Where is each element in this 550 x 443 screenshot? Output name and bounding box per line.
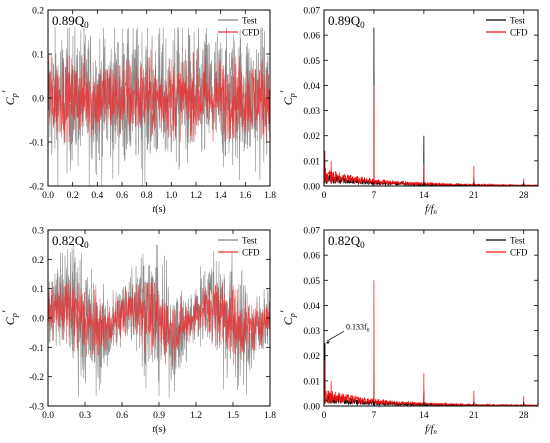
x-tick-label: 0.2 [67, 191, 79, 201]
chart-panel-2: 0 7 14 21 28 0.00 0.01 0.02 0.03 0.04 0.05 0.06 0.07… [277, 7, 539, 216]
y-tick-label: 0.00 [303, 183, 320, 193]
y-tick-label: 0.01 [303, 157, 320, 167]
x-tick-label: 28 [519, 191, 529, 201]
x-axis-label: t(s) [152, 204, 165, 215]
panel-label: 0.89Q0 [328, 13, 365, 30]
x-tick-label: 0 [322, 411, 327, 421]
x-tick-label: 0.6 [116, 191, 128, 201]
y-axis-label: Cp' [0, 310, 19, 325]
x-tick-label: 28 [519, 411, 529, 421]
y-axis-label: Cp' [0, 90, 19, 105]
annotation-arrowhead [325, 341, 330, 345]
x-tick-label: 7 [372, 411, 377, 421]
chart-panel-1: 0.0 0.2 0.4 0.6 0.8 1.0 1.2 1.4 1.6 1.8 -0.2 -0.1 0.… [0, 7, 276, 216]
x-tick-label: 14 [419, 191, 429, 201]
x-tick-label: 0.4 [91, 191, 103, 201]
y-tick-label: 0.07 [303, 7, 320, 17]
plot-area [48, 27, 270, 186]
y-tick-label: -0.1 [29, 344, 44, 354]
x-tick-label: 0 [322, 191, 327, 201]
legend-label: Test [510, 236, 525, 246]
y-tick-label: 0.05 [303, 57, 320, 67]
y-tick-label: 0.06 [303, 32, 320, 42]
series-line-cfd [324, 85, 538, 186]
x-axis-label: f/fn [425, 204, 437, 216]
legend-label: CFD [242, 248, 260, 258]
y-tick-label: -0.3 [29, 403, 44, 413]
x-tick-label: 21 [469, 411, 479, 421]
series-line-test [324, 343, 538, 406]
panel-label: 0.82Q0 [328, 233, 365, 250]
y-tick-label: 0.00 [303, 403, 320, 413]
legend-label: Test [242, 236, 257, 246]
plot-area [48, 244, 270, 398]
x-axis-label: t(s) [152, 424, 165, 435]
y-axis-label: Cp' [277, 90, 297, 105]
y-tick-label: 0.0 [32, 95, 44, 105]
x-tick-label: 7 [372, 191, 377, 201]
y-tick-label: 0.06 [303, 252, 320, 262]
x-tick-label: 1.8 [264, 191, 276, 201]
y-tick-label: 0.03 [303, 107, 320, 117]
axes-frame [323, 9, 539, 187]
x-tick-label: 0.8 [141, 191, 153, 201]
y-tick-label: 0.1 [32, 51, 44, 61]
x-tick-label: 1.0 [165, 191, 177, 201]
x-tick-label: 1.4 [215, 191, 227, 201]
legend-label: Test [242, 16, 257, 26]
plot-area [324, 280, 538, 406]
plot-area [324, 27, 538, 186]
legend-label: CFD [510, 248, 528, 258]
x-tick-label: 1.5 [227, 411, 239, 421]
y-tick-label: 0.3 [32, 227, 44, 237]
x-tick-label: 0.0 [42, 411, 54, 421]
y-tick-label: 0.2 [32, 256, 44, 266]
series-line-cfd [48, 281, 270, 367]
y-tick-label: 0.02 [303, 352, 320, 362]
series-line-test [324, 27, 538, 186]
y-tick-label: 0.03 [303, 327, 320, 337]
legend-label: CFD [510, 28, 528, 38]
annotation-arrow [326, 331, 345, 342]
x-tick-label: 0.9 [153, 411, 165, 421]
chart-panel-4: 0 7 14 21 28 0.00 0.01 0.02 0.03 0.04 0.05 0.06 0.07… [277, 227, 539, 436]
y-tick-label: -0.2 [29, 183, 44, 193]
legend-label: Test [510, 16, 525, 26]
annotation-label: 0.133fn [346, 322, 370, 333]
y-axis-label: Cp' [277, 310, 297, 325]
axes-frame [323, 229, 539, 407]
x-tick-label: 1.6 [239, 191, 251, 201]
y-tick-label: 0.01 [303, 377, 320, 387]
y-tick-label: 0.02 [303, 132, 320, 142]
x-tick-label: 0.0 [42, 191, 54, 201]
y-tick-label: 0.1 [32, 285, 44, 295]
y-tick-label: 0.0 [32, 315, 44, 325]
x-tick-label: 0.3 [79, 411, 91, 421]
panel-label: 0.89Q0 [52, 13, 89, 30]
y-tick-label: 0.07 [303, 227, 320, 237]
y-tick-label: 0.05 [303, 277, 320, 287]
panel-label: 0.82Q0 [52, 233, 89, 250]
series-line-cfd [324, 280, 538, 406]
y-tick-label: 0.04 [303, 302, 320, 312]
y-tick-label: 0.2 [32, 7, 44, 17]
x-tick-label: 1.8 [264, 411, 276, 421]
y-tick-label: -0.2 [29, 373, 44, 383]
x-tick-label: 0.6 [116, 411, 128, 421]
x-tick-label: 1.2 [190, 191, 202, 201]
x-tick-label: 1.2 [190, 411, 202, 421]
series-line-cfd [48, 49, 270, 143]
x-axis-label: f/fn [425, 424, 437, 436]
x-tick-label: 21 [469, 191, 479, 201]
chart-panel-3: 0.0 0.3 0.6 0.9 1.2 1.5 1.8 -0.3 -0.2 -0.1 0.0 0.1 0… [0, 227, 276, 436]
y-tick-label: 0.04 [303, 82, 320, 92]
x-tick-label: 14 [419, 411, 429, 421]
y-tick-label: -0.1 [29, 139, 44, 149]
legend-label: CFD [242, 28, 260, 38]
